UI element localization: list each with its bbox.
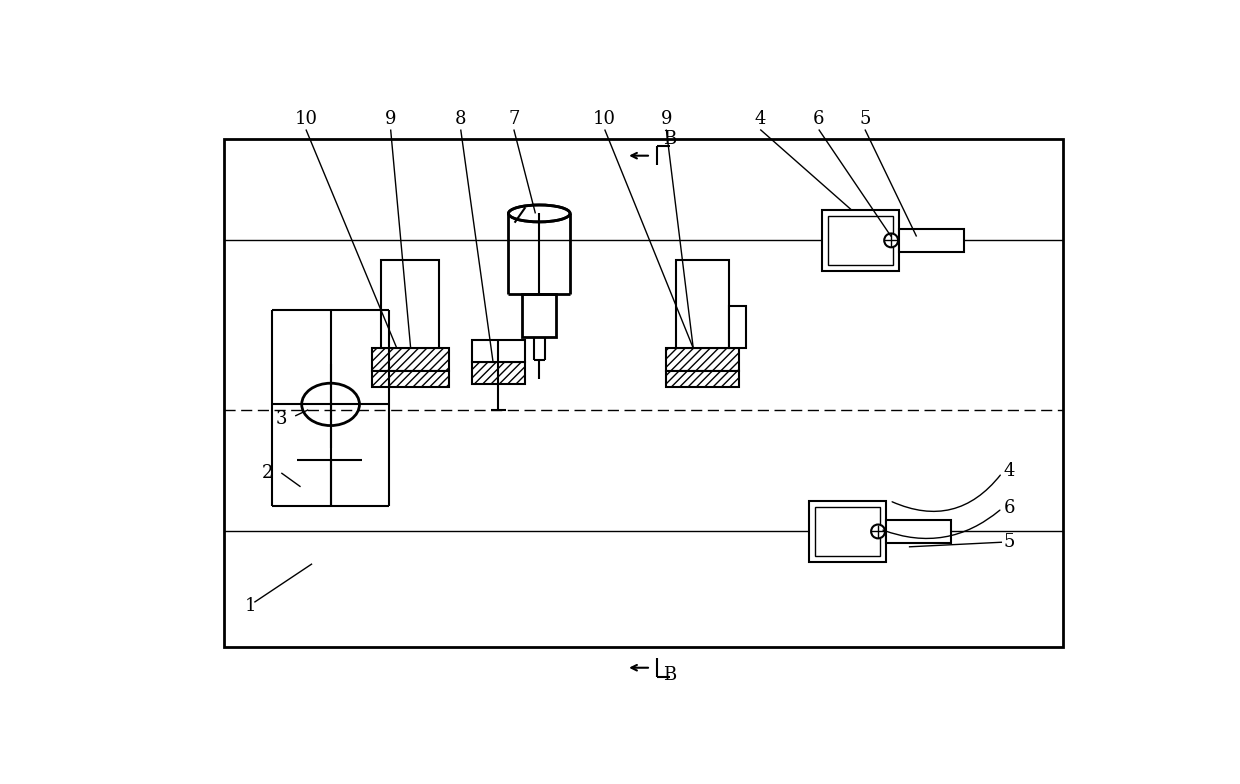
Text: 3: 3 (277, 410, 288, 428)
Bar (822, 209, 899, 271)
Bar (808, 501, 885, 562)
Text: 4: 4 (755, 111, 766, 129)
Text: 4: 4 (1003, 463, 1014, 481)
Bar (899, 229, 965, 252)
Bar (372, 348, 449, 372)
Ellipse shape (508, 205, 570, 222)
Text: 7: 7 (508, 111, 520, 129)
Bar (828, 216, 893, 265)
Text: 6: 6 (1003, 499, 1016, 517)
Circle shape (884, 234, 898, 247)
Text: 2: 2 (262, 464, 274, 482)
Text: 1: 1 (244, 597, 255, 615)
Bar (815, 506, 879, 556)
Bar (666, 348, 739, 372)
Text: 9: 9 (384, 111, 397, 129)
Bar (472, 362, 525, 383)
Ellipse shape (301, 383, 360, 426)
Bar (472, 340, 525, 362)
Bar (885, 520, 951, 543)
Bar (223, 139, 1063, 647)
Text: B: B (663, 666, 677, 684)
Text: B: B (663, 129, 677, 147)
FancyArrowPatch shape (883, 510, 999, 539)
Text: 5: 5 (1003, 533, 1014, 551)
Bar (666, 372, 739, 387)
Bar (382, 260, 439, 348)
Text: 6: 6 (813, 111, 825, 129)
Text: 10: 10 (593, 111, 616, 129)
FancyArrowPatch shape (892, 475, 1001, 511)
Text: 10: 10 (294, 111, 317, 129)
Text: 9: 9 (661, 111, 672, 129)
Bar (729, 306, 746, 348)
Bar (676, 260, 729, 348)
Bar (522, 294, 557, 336)
Circle shape (872, 524, 885, 539)
Text: 5: 5 (859, 111, 870, 129)
Text: 8: 8 (455, 111, 466, 129)
Bar (372, 372, 449, 387)
